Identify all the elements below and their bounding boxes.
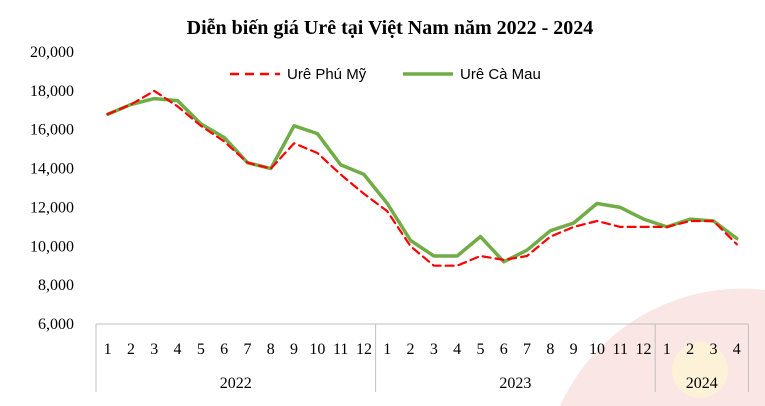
x-tick-label: 7 — [523, 341, 531, 358]
legend-label-phu-my: Urê Phú Mỹ — [287, 66, 367, 83]
y-tick-label: 10,000 — [30, 238, 74, 255]
x-tick-label: 8 — [546, 341, 554, 358]
x-tick-label: 2 — [127, 341, 135, 358]
watermark-logo — [560, 288, 765, 406]
x-tick-label: 6 — [220, 341, 228, 358]
x-tick-label: 8 — [267, 341, 275, 358]
x-tick-label: 6 — [500, 341, 508, 358]
x-tick-label: 3 — [430, 341, 438, 358]
x-group-label: 2024 — [686, 375, 718, 392]
series-line-ca-mau — [105, 96, 739, 264]
x-tick-label: 1 — [383, 341, 391, 358]
y-tick-label: 18,000 — [30, 83, 74, 100]
y-tick-label: 16,000 — [30, 122, 74, 139]
y-tick-label: 20,000 — [30, 44, 74, 61]
x-tick-label: 4 — [733, 341, 741, 358]
x-tick-label: 2 — [407, 341, 415, 358]
series-layer — [105, 89, 739, 267]
x-tick-label: 1 — [104, 341, 112, 358]
x-tick-label: 3 — [709, 341, 717, 358]
x-tick-label: 9 — [570, 341, 578, 358]
y-tick-label: 6,000 — [38, 316, 74, 333]
chart-title: Diễn biến giá Urê tại Việt Nam năm 2022 … — [187, 17, 594, 39]
x-tick-label: 12 — [356, 341, 372, 358]
x-group-label: 2023 — [499, 375, 531, 392]
x-tick-label: 4 — [453, 341, 461, 358]
x-tick-label: 3 — [150, 341, 158, 358]
x-tick-label: 1 — [663, 341, 671, 358]
y-tick-label: 8,000 — [38, 277, 74, 294]
x-tick-label: 5 — [476, 341, 484, 358]
x-tick-label: 11 — [613, 341, 628, 358]
x-tick-label: 11 — [333, 341, 348, 358]
legend-label-ca-mau: Urê Cà Mau — [460, 66, 541, 83]
x-tick-label: 10 — [589, 341, 605, 358]
x-tick-label: 9 — [290, 341, 298, 358]
x-tick-label: 4 — [174, 341, 182, 358]
series-line-phu-my — [106, 89, 738, 267]
legend: Urê Phú Mỹ Urê Cà Mau — [230, 66, 541, 83]
y-axis: 6,000 8,000 10,000 12,000 14,000 16,000 18,000… — [30, 44, 74, 333]
x-tick-label: 2 — [686, 341, 694, 358]
x-tick-label: 7 — [243, 341, 251, 358]
x-tick-label: 12 — [636, 341, 652, 358]
y-tick-label: 14,000 — [30, 161, 74, 178]
x-group-label: 2022 — [220, 375, 252, 392]
x-tick-label: 10 — [309, 341, 325, 358]
y-tick-label: 12,000 — [30, 199, 74, 216]
x-tick-label: 5 — [197, 341, 205, 358]
